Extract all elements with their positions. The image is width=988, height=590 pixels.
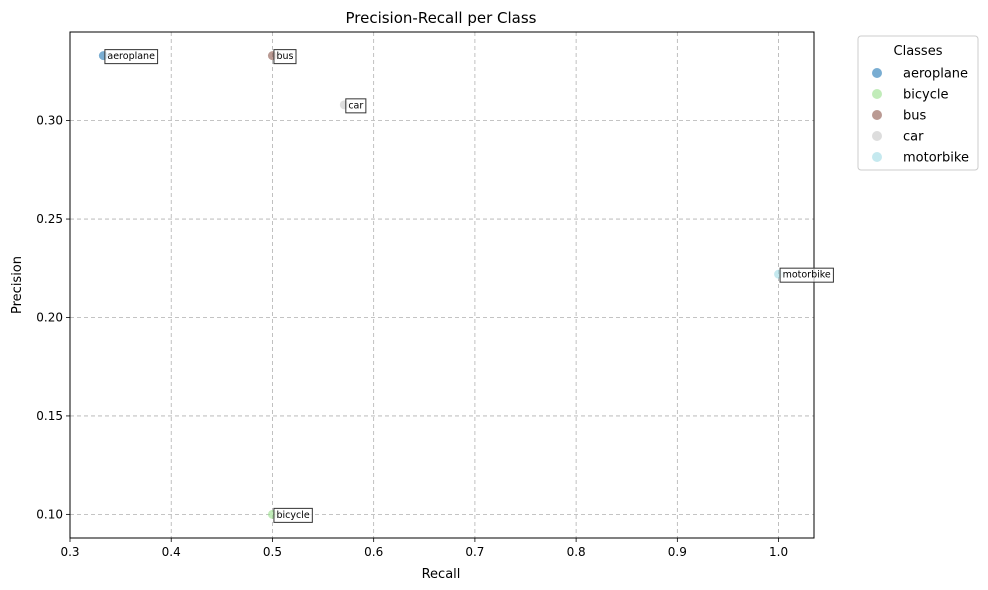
legend-marker-car — [872, 131, 882, 141]
point-label-text: bus — [276, 51, 293, 62]
y-tick-label: 0.30 — [36, 114, 63, 128]
point-label-text: motorbike — [783, 270, 831, 281]
point-label-text: bicycle — [276, 510, 309, 521]
x-tick-label: 1.0 — [769, 545, 788, 559]
point-label-bicycle: bicycle — [273, 507, 313, 523]
legend-marker-motorbike — [872, 152, 882, 162]
legend-items: aeroplane bicycle bus car motorbike — [872, 67, 969, 166]
data-points — [98, 51, 784, 519]
legend-label-aeroplane: aeroplane — [903, 67, 968, 82]
x-axis-title: Recall — [422, 567, 461, 582]
legend-title: Classes — [894, 44, 943, 59]
y-axis-title: Precision — [10, 256, 25, 314]
legend-label-bicycle: bicycle — [903, 88, 948, 103]
point-label-box — [104, 49, 159, 65]
plot-frame — [69, 31, 815, 539]
chart-title: Precision-Recall per Class — [345, 9, 536, 27]
point-labels: aeroplane bicycle bus car motorbike — [104, 49, 834, 523]
point-label-bus: bus — [273, 49, 297, 65]
x-tick-label: 0.3 — [60, 545, 79, 559]
legend-label-car: car — [903, 130, 924, 145]
y-axis: 0.10 0.15 0.20 0.25 0.30 — [36, 114, 70, 521]
point-label-box — [779, 267, 834, 283]
point-label-box — [273, 507, 313, 523]
y-tick-label: 0.20 — [36, 310, 63, 324]
y-tick-label: 0.25 — [36, 212, 63, 226]
legend-label-motorbike: motorbike — [903, 151, 969, 166]
point-label-car: car — [345, 98, 367, 114]
legend: Classes aeroplane bicycle bus car motorbike — [857, 35, 979, 171]
x-tick-label: 0.6 — [364, 545, 383, 559]
point-label-text: car — [348, 100, 363, 111]
legend-marker-bicycle — [872, 89, 882, 99]
point-label-motorbike: motorbike — [779, 267, 834, 283]
grid — [69, 32, 814, 538]
legend-box — [857, 35, 979, 171]
x-tick-label: 0.8 — [567, 545, 586, 559]
x-tick-label: 0.7 — [465, 545, 484, 559]
legend-marker-bus — [872, 110, 882, 120]
point-label-text: aeroplane — [107, 51, 155, 62]
y-tick-label: 0.10 — [36, 507, 63, 521]
legend-marker-aeroplane — [872, 68, 882, 78]
point-label-box — [273, 49, 297, 65]
point-label-box — [345, 98, 367, 114]
x-tick-label: 0.4 — [162, 545, 181, 559]
legend-label-bus: bus — [903, 109, 926, 124]
point-label-aeroplane: aeroplane — [104, 49, 159, 65]
x-tick-label: 0.9 — [668, 545, 687, 559]
y-tick-label: 0.15 — [36, 409, 63, 423]
x-tick-label: 0.5 — [263, 545, 282, 559]
x-axis: 0.3 0.4 0.5 0.6 0.7 0.8 0.9 1.0 — [60, 538, 788, 559]
